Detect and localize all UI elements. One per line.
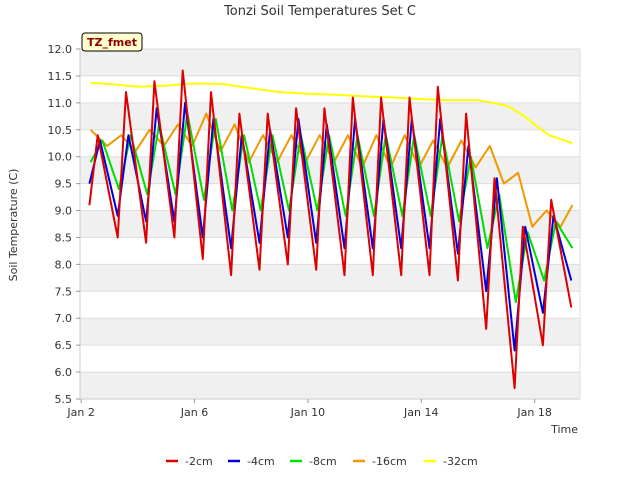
y-tick-label: 5.5 (55, 393, 73, 406)
y-tick-label: 7.5 (55, 285, 73, 298)
x-axis-ticks: Jan 2 Jan 6 Jan 10 Jan 14 Jan 18 (66, 399, 552, 419)
grid-bands (79, 48, 581, 400)
legend-item-label: -16cm (372, 455, 407, 468)
site-label: TZ_fmet (87, 36, 137, 49)
y-axis-ticks: 5.5 6.0 6.5 7.0 7.5 8.0 8.5 9.0 9.5 10.0 10.5 11.0 1… (48, 43, 80, 406)
series-line-2cm (88, 69, 573, 390)
grid-band (80, 372, 580, 399)
x-tick-label: Jan 18 (516, 406, 551, 419)
y-tick-label: 10.5 (48, 124, 73, 137)
legend: -2cm -4cm -8cm -16cm -32cm (166, 455, 478, 468)
y-tick-label: 8.0 (55, 258, 73, 271)
y-tick-label: 7.0 (55, 312, 73, 325)
site-label-badge: TZ_fmet (81, 32, 143, 52)
y-tick-label: 10.0 (48, 151, 73, 164)
grid-band (80, 102, 580, 130)
legend-item-label: -2cm (185, 455, 213, 468)
y-axis-label: Soil Temperature (C) (7, 169, 20, 282)
x-tick-label: Jan 14 (403, 406, 438, 419)
grid-band (80, 318, 580, 346)
y-tick-label: 6.0 (55, 366, 73, 379)
y-tick-label: 11.0 (48, 97, 73, 110)
y-tick-label: 11.5 (48, 70, 73, 83)
y-tick-label: 9.0 (55, 205, 73, 218)
x-tick-label: Jan 10 (290, 406, 325, 419)
y-tick-label: 8.5 (55, 231, 73, 244)
legend-item-label: -32cm (443, 455, 478, 468)
x-tick-label: Jan 2 (66, 406, 94, 419)
legend-item-label: -4cm (247, 455, 275, 468)
grid-band (80, 49, 580, 76)
y-tick-label: 9.5 (55, 178, 73, 191)
chart-title: Tonzi Soil Temperatures Set C (223, 4, 416, 19)
y-tick-label: 12.0 (48, 43, 73, 56)
x-axis-label: Time (550, 423, 578, 436)
legend-item-label: -8cm (309, 455, 337, 468)
grid-band (80, 264, 580, 292)
series-lines (88, 69, 574, 390)
x-tick-label: Jan 6 (180, 406, 208, 419)
grid-band (80, 210, 580, 238)
y-tick-label: 6.5 (55, 339, 73, 352)
series-line-32cm (90, 81, 573, 145)
